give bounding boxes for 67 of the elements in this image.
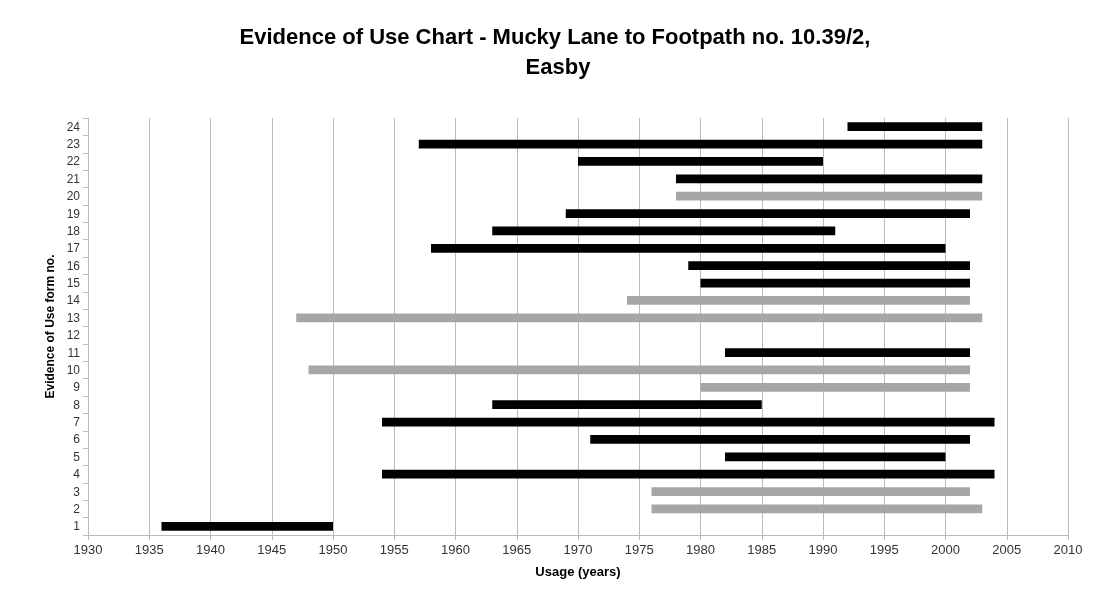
bar — [565, 209, 970, 218]
x-tick-label: 1980 — [686, 542, 715, 557]
y-tick-label: 8 — [73, 397, 81, 412]
y-tick-label: 9 — [73, 380, 81, 395]
bar — [651, 504, 983, 514]
bar — [382, 417, 995, 427]
bar — [676, 174, 983, 184]
x-tick-label: 2005 — [992, 542, 1022, 557]
bar — [431, 243, 946, 253]
bar — [492, 400, 762, 410]
bar — [700, 382, 970, 392]
x-tick-label: 2010 — [1053, 542, 1083, 557]
y-tick-label: 24 — [66, 119, 81, 134]
x-tick-label: 1940 — [196, 542, 225, 557]
y-tick-label: 14 — [66, 293, 81, 308]
y-axis-title: Evidence of Use form no. — [42, 254, 57, 399]
bar — [492, 226, 836, 236]
bar — [296, 313, 983, 323]
bar — [700, 278, 970, 288]
x-axis-title: Usage (years) — [535, 564, 621, 579]
y-tick-label: 6 — [73, 432, 81, 447]
bar — [725, 452, 946, 462]
x-tick-label: 1965 — [502, 542, 532, 557]
y-tick-label: 23 — [66, 137, 81, 152]
x-tick-label: 1950 — [318, 542, 348, 557]
x-tick-label: 1975 — [624, 542, 654, 557]
y-tick-label: 10 — [66, 362, 81, 377]
y-tick-label: 12 — [66, 328, 81, 343]
y-tick-label: 20 — [66, 189, 81, 204]
bar — [590, 435, 970, 444]
y-tick-label: 3 — [73, 484, 81, 499]
y-tick-label: 7 — [73, 415, 81, 430]
y-tick-label: 16 — [66, 258, 81, 273]
y-tick-label: 1 — [73, 519, 81, 534]
y-tick-label: 11 — [67, 345, 81, 360]
bar — [161, 521, 333, 531]
bar — [651, 487, 970, 496]
chart-title: Evidence of Use Chart - Mucky Lane to Footpath no. 10.39/2, Easby — [239, 23, 877, 79]
y-tick-label: 15 — [66, 276, 81, 291]
y-tick-label: 13 — [66, 310, 81, 325]
bar — [627, 296, 970, 305]
bar — [418, 139, 983, 149]
bar — [847, 122, 983, 132]
x-tick-label: 1990 — [808, 542, 838, 557]
y-tick-label: 19 — [66, 206, 81, 221]
y-tick-label: 21 — [66, 171, 81, 186]
x-tick-label: 1970 — [563, 542, 593, 557]
x-tick-label: 1985 — [747, 542, 777, 557]
bar — [308, 365, 970, 375]
y-tick-label: 17 — [66, 241, 81, 256]
x-tick-label: 1955 — [379, 542, 409, 557]
bar — [688, 261, 970, 271]
bar — [725, 348, 970, 357]
y-tick-label: 5 — [73, 449, 81, 464]
x-tick-label: 1995 — [869, 542, 899, 557]
x-tick-label: 2000 — [931, 542, 960, 557]
x-tick-label: 1945 — [257, 542, 287, 557]
x-tick-label: 1960 — [441, 542, 470, 557]
bar — [676, 191, 983, 201]
y-tick-label: 2 — [73, 501, 81, 516]
x-tick-label: 1930 — [73, 542, 103, 557]
bar — [578, 157, 823, 166]
y-tick-label: 18 — [66, 223, 81, 238]
bar — [382, 469, 995, 479]
y-tick-label: 22 — [66, 154, 81, 169]
x-tick-label: 1935 — [134, 542, 164, 557]
y-tick-label: 4 — [73, 467, 81, 482]
